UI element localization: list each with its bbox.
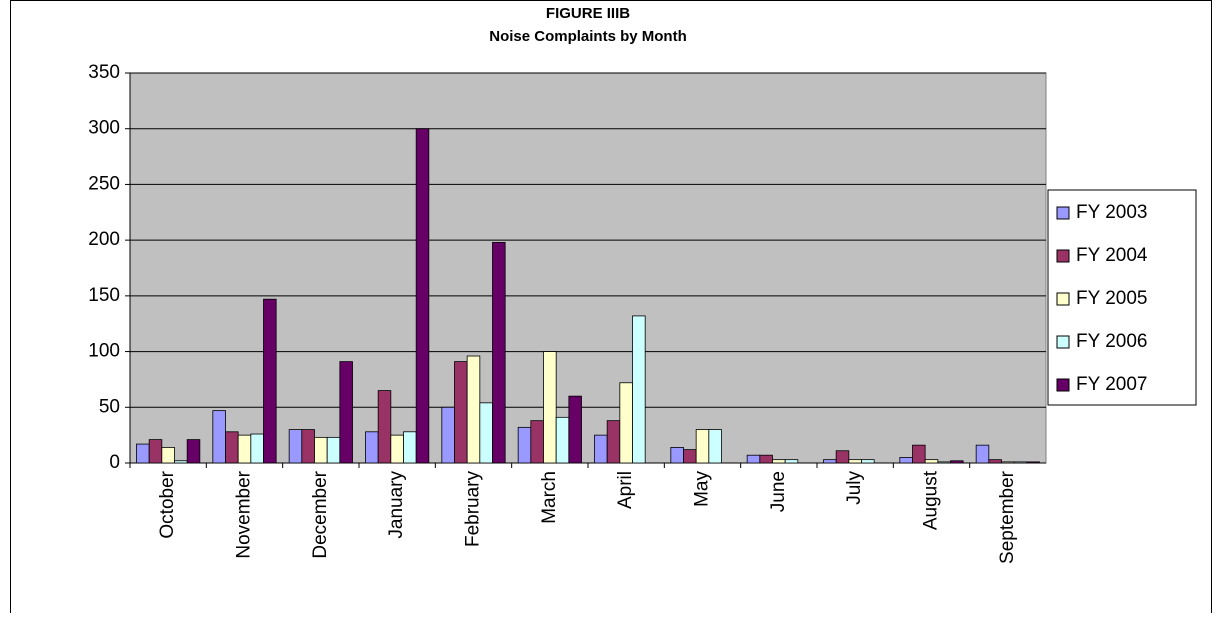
bar <box>148 439 163 464</box>
legend-label: FY 2004 <box>1076 245 1148 266</box>
x-tick-label: July <box>844 471 865 505</box>
bar <box>784 459 799 464</box>
bar <box>441 406 455 464</box>
x-tick-label: October <box>157 470 178 538</box>
bar <box>937 461 951 464</box>
bar <box>632 315 646 464</box>
y-tick-label: 250 <box>88 173 120 194</box>
bar <box>746 454 761 464</box>
x-tick-label: March <box>539 471 560 524</box>
x-tick-label: December <box>310 470 331 558</box>
bar <box>912 444 926 464</box>
legend-label: FY 2007 <box>1076 374 1147 395</box>
legend-swatch <box>1056 249 1070 263</box>
bar <box>1013 461 1028 464</box>
bar <box>708 429 722 464</box>
bar <box>415 128 430 464</box>
bar <box>326 436 341 464</box>
bar <box>186 439 201 464</box>
chart-title: FIGURE IIIB <box>546 5 630 22</box>
bar <box>1001 461 1015 464</box>
bar <box>988 459 1002 464</box>
bar <box>975 444 990 464</box>
x-tick-label: May <box>692 471 713 507</box>
bar <box>212 410 226 464</box>
bar <box>314 436 328 464</box>
bar <box>568 395 582 464</box>
bar <box>924 459 939 464</box>
y-tick-label: 50 <box>99 396 120 417</box>
chart-subtitle: Noise Complaints by Month <box>489 28 687 45</box>
legend-swatch <box>1056 378 1070 392</box>
bar <box>606 420 621 464</box>
y-tick-label: 100 <box>88 341 120 362</box>
legend-label: FY 2003 <box>1076 202 1147 223</box>
x-tick-label: January <box>386 471 407 539</box>
bar <box>950 460 964 464</box>
x-tick-label: April <box>615 471 636 509</box>
bar <box>555 416 570 464</box>
bar <box>594 434 608 464</box>
bar <box>174 460 188 464</box>
x-tick-label: September <box>997 470 1018 564</box>
bar <box>861 459 875 464</box>
bar <box>530 420 544 464</box>
bar <box>835 450 850 464</box>
bar <box>479 402 493 464</box>
x-tick-label: November <box>234 470 255 558</box>
bar <box>161 446 175 464</box>
x-tick-label: February <box>463 471 484 548</box>
bar <box>823 459 837 464</box>
bar <box>288 429 303 464</box>
legend-label: FY 2006 <box>1076 331 1147 352</box>
bar <box>237 434 252 464</box>
bar <box>1026 461 1040 464</box>
bar <box>466 355 481 464</box>
bar <box>492 241 506 464</box>
bar <box>403 431 417 464</box>
bar <box>250 433 264 464</box>
bar <box>899 457 913 464</box>
bar <box>390 434 404 464</box>
y-tick-label: 150 <box>88 285 120 306</box>
bar <box>695 429 710 464</box>
legend-swatch <box>1056 206 1070 220</box>
bar <box>848 459 862 464</box>
y-tick-label: 350 <box>88 62 120 83</box>
x-tick-label: June <box>768 471 789 512</box>
x-tick-label: August <box>921 470 942 530</box>
bar <box>339 361 353 464</box>
bar <box>301 429 315 464</box>
bar <box>772 459 786 464</box>
bar <box>225 431 239 464</box>
plot-area <box>129 72 1047 464</box>
bar <box>454 361 468 464</box>
legend-swatch <box>1056 335 1070 349</box>
bar <box>543 351 557 464</box>
bar <box>377 390 392 464</box>
bar <box>670 446 684 464</box>
y-tick-label: 0 <box>109 452 120 473</box>
legend-label: FY 2005 <box>1076 288 1147 309</box>
bar <box>683 449 697 464</box>
bar <box>365 431 379 464</box>
bar <box>759 454 773 464</box>
bar <box>619 382 633 464</box>
bar <box>263 298 277 464</box>
y-tick-label: 300 <box>88 118 120 139</box>
y-tick-label: 200 <box>88 229 120 250</box>
bar <box>136 443 150 464</box>
bar <box>517 426 532 464</box>
legend-box <box>1047 189 1197 406</box>
legend-swatch <box>1056 292 1070 306</box>
